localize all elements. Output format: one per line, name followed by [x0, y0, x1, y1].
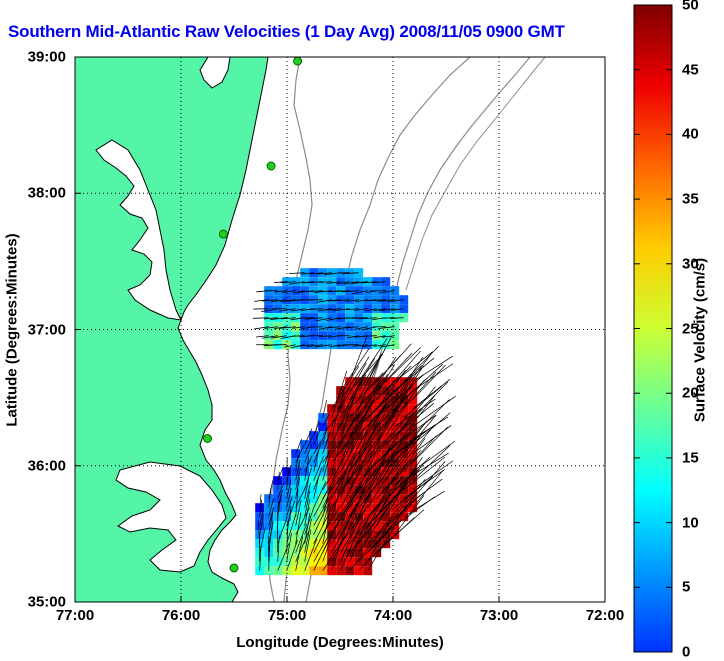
bathymetry-contour-deep — [406, 57, 545, 290]
radar-station-marker — [267, 162, 275, 170]
colorbar-tick-label: 50 — [682, 0, 699, 14]
colorbar-tick-label: 30 — [682, 255, 699, 272]
colorbar-tick-label: 45 — [682, 61, 699, 78]
y-tick-label: 36:00 — [6, 457, 66, 474]
colorbar-tick-label: 35 — [682, 191, 699, 208]
colorbar-tick-label: 20 — [682, 385, 699, 402]
radar-station-marker — [294, 57, 302, 65]
velocity-vector — [413, 400, 450, 436]
radar-station-marker — [230, 564, 238, 572]
velocity-vector — [413, 364, 453, 391]
radar-station-marker — [204, 435, 212, 443]
velocity-vector — [413, 461, 445, 498]
y-tick-label: 39:00 — [6, 49, 66, 66]
colorbar-tick-label: 10 — [682, 514, 699, 531]
y-tick-label: 38:00 — [6, 185, 66, 202]
map-title: Southern Mid-Atlantic Raw Velocities (1 … — [8, 22, 565, 42]
y-tick-label: 37:00 — [6, 321, 66, 338]
radar-station-marker — [219, 230, 227, 238]
x-tick-label: 76:00 — [162, 607, 200, 624]
colorbar-tick-label: 40 — [682, 126, 699, 143]
x-axis-label: Longitude (Degrees:Minutes) — [236, 634, 444, 651]
x-tick-label: 75:00 — [268, 607, 306, 624]
x-tick-label: 73:00 — [480, 607, 518, 624]
colorbar-tick-label: 5 — [682, 579, 690, 596]
x-tick-label: 74:00 — [374, 607, 412, 624]
x-tick-label: 72:00 — [586, 607, 624, 624]
y-tick-label: 35:00 — [6, 594, 66, 611]
colorbar-tick-label: 25 — [682, 320, 699, 337]
velocity-vector — [292, 336, 305, 337]
colorbar-tick-label: 0 — [682, 644, 690, 661]
colorbar-tick-label: 15 — [682, 449, 699, 466]
